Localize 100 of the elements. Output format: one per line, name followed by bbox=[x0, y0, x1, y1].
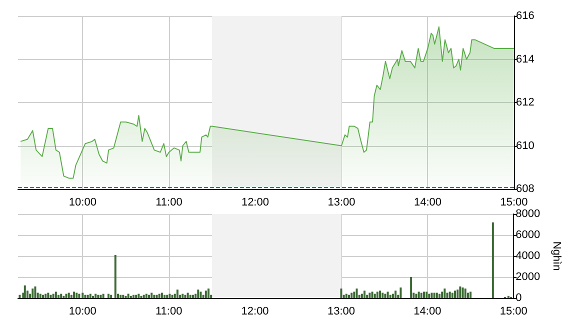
y-tick-label: 616 bbox=[516, 10, 534, 22]
y-tick-label: 614 bbox=[516, 53, 534, 66]
y-tick-label: 610 bbox=[516, 140, 534, 152]
bar bbox=[58, 294, 60, 298]
bar bbox=[97, 294, 100, 298]
y-tick-label: 612 bbox=[516, 96, 534, 108]
bar bbox=[492, 222, 494, 298]
bar bbox=[18, 294, 21, 298]
bar bbox=[127, 294, 130, 298]
bar bbox=[186, 292, 189, 298]
bar bbox=[382, 292, 384, 298]
bar bbox=[68, 292, 70, 298]
bar bbox=[451, 292, 454, 298]
bar bbox=[207, 288, 210, 298]
bar bbox=[135, 294, 138, 298]
bar bbox=[174, 294, 176, 298]
y-tick-label: 4000 bbox=[516, 250, 540, 262]
bar bbox=[82, 292, 84, 298]
bar bbox=[54, 292, 57, 298]
bar bbox=[345, 294, 348, 298]
bar bbox=[374, 294, 376, 298]
bar bbox=[176, 290, 178, 298]
bar bbox=[76, 292, 78, 298]
bar bbox=[52, 294, 54, 298]
bar bbox=[392, 294, 394, 298]
bar bbox=[110, 294, 112, 298]
bar bbox=[204, 290, 207, 298]
bar bbox=[108, 294, 110, 298]
bar bbox=[200, 292, 202, 298]
bar bbox=[44, 294, 47, 298]
bar bbox=[189, 294, 192, 298]
bar bbox=[459, 286, 462, 298]
bar bbox=[145, 294, 148, 298]
bar bbox=[164, 294, 166, 298]
bar bbox=[42, 294, 44, 298]
x-tick-label: 12:00 bbox=[241, 306, 269, 318]
y-tick-label: 608 bbox=[516, 183, 534, 195]
bar bbox=[160, 292, 163, 298]
bar bbox=[348, 294, 350, 298]
bar bbox=[142, 294, 145, 298]
bar bbox=[466, 292, 469, 298]
bar bbox=[430, 292, 433, 298]
bar bbox=[436, 292, 438, 298]
bar bbox=[389, 294, 392, 298]
bar bbox=[32, 288, 34, 298]
x-tick-label: 10:00 bbox=[68, 196, 96, 208]
x-tick-label: 15:00 bbox=[500, 306, 528, 318]
y-tick-label: 2000 bbox=[516, 271, 540, 283]
bar bbox=[197, 290, 200, 298]
bar bbox=[84, 294, 86, 298]
x-tick-label: 12:00 bbox=[241, 196, 269, 208]
x-tick-label: 11:00 bbox=[156, 196, 182, 208]
bar bbox=[400, 288, 402, 298]
bar bbox=[73, 292, 76, 298]
y-tick-label: 0 bbox=[516, 292, 522, 304]
bar bbox=[418, 292, 420, 298]
bar bbox=[102, 294, 104, 298]
bar bbox=[444, 288, 446, 298]
bar bbox=[70, 294, 72, 298]
bar bbox=[456, 290, 459, 298]
x-tick-label: 13:00 bbox=[328, 196, 356, 208]
bar bbox=[192, 294, 194, 298]
bar bbox=[462, 288, 464, 298]
x-tick-label: 14:00 bbox=[414, 196, 442, 208]
bar bbox=[202, 294, 204, 298]
bar bbox=[34, 286, 36, 298]
bar bbox=[86, 294, 89, 298]
bar bbox=[371, 292, 374, 298]
bar bbox=[50, 294, 52, 298]
bar bbox=[100, 294, 102, 298]
bar bbox=[350, 292, 353, 298]
x-tick-label: 13:00 bbox=[327, 306, 355, 318]
bar bbox=[65, 294, 68, 298]
bar bbox=[194, 294, 197, 298]
bar bbox=[364, 290, 366, 298]
bar bbox=[376, 292, 378, 298]
bar bbox=[60, 294, 62, 298]
bar bbox=[150, 292, 153, 298]
bar bbox=[433, 292, 436, 298]
bar bbox=[120, 294, 122, 298]
bar bbox=[366, 294, 368, 298]
bar bbox=[379, 290, 382, 298]
bar bbox=[422, 292, 425, 298]
bar bbox=[47, 292, 50, 298]
bar bbox=[340, 288, 342, 298]
bar bbox=[166, 294, 168, 298]
y-tick-label: 6000 bbox=[516, 229, 540, 241]
bar bbox=[386, 292, 389, 298]
bar bbox=[428, 294, 430, 298]
bar bbox=[356, 288, 358, 298]
bar bbox=[94, 294, 97, 298]
bar bbox=[132, 294, 135, 298]
bar bbox=[384, 294, 386, 298]
y-tick-label: 8000 bbox=[516, 208, 540, 220]
bar bbox=[446, 292, 448, 298]
bar bbox=[182, 294, 184, 298]
bar bbox=[464, 288, 466, 298]
bar bbox=[148, 294, 150, 298]
x-tick-label: 14:00 bbox=[414, 306, 442, 318]
bar bbox=[158, 294, 160, 298]
